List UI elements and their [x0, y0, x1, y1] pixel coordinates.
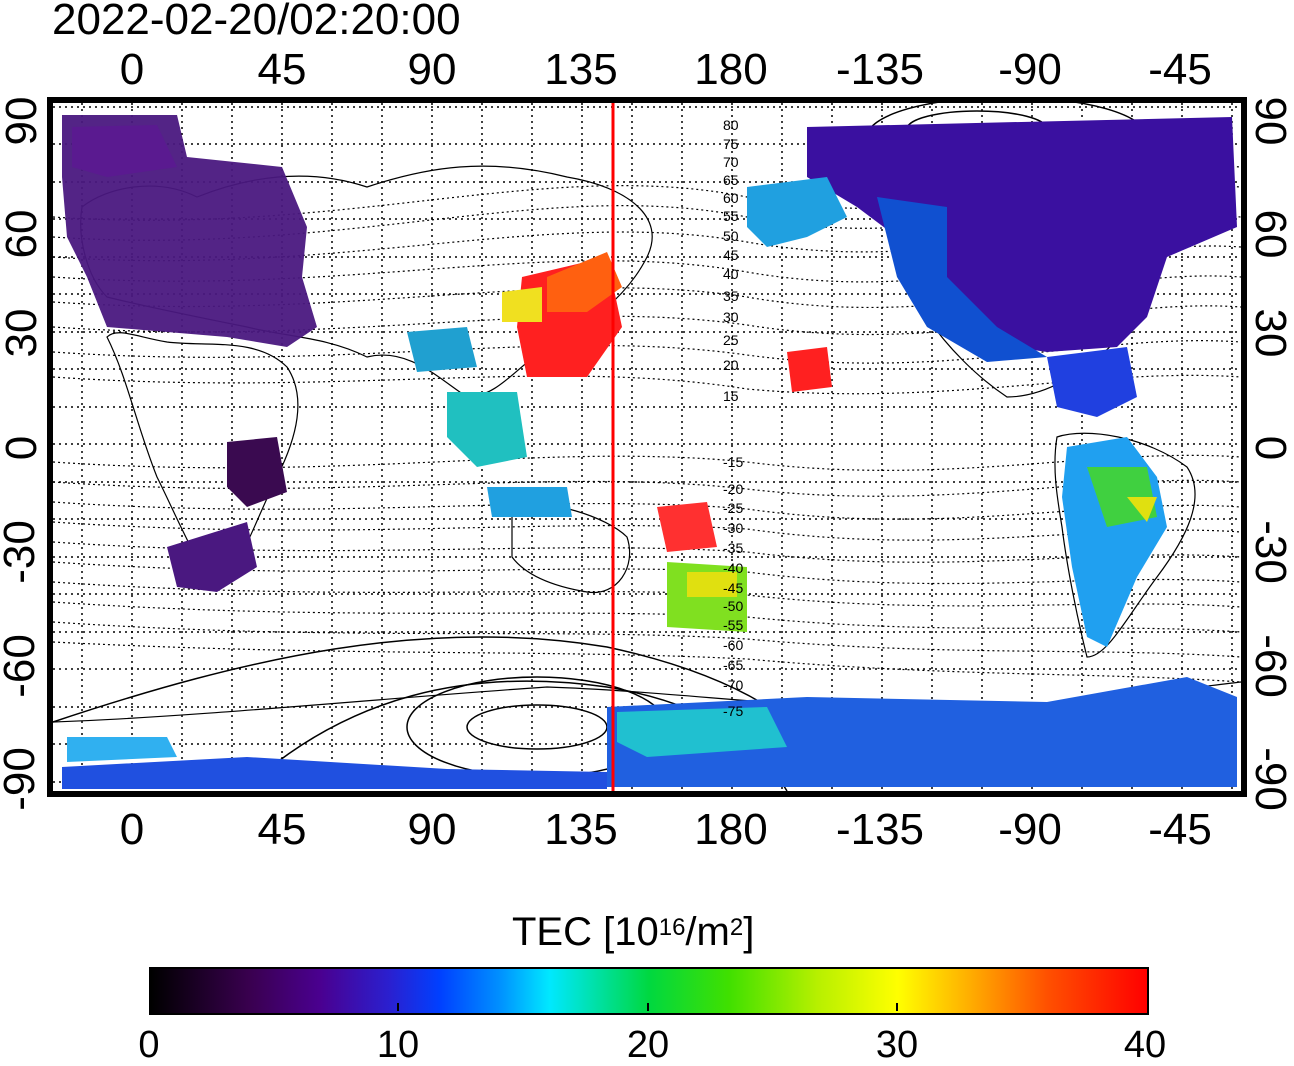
lat-tick-right-label: -90	[1246, 747, 1294, 811]
colorbar-tick	[397, 1003, 399, 1011]
timestamp-title: 2022-02-20/02:20:00	[52, 0, 461, 44]
mag-lat-label: -55	[723, 617, 743, 633]
colorbar-tick-label: 10	[376, 1024, 420, 1066]
colorbar-tick-label: 20	[626, 1024, 670, 1066]
lon-tick-top-label: 90	[407, 45, 457, 94]
mag-lat-label: 75	[723, 136, 739, 152]
mag-lat-label: -60	[723, 637, 743, 653]
mag-lat-label: 40	[723, 266, 739, 282]
mag-lat-label: 60	[723, 190, 739, 206]
colorbar-tick-label: 0	[138, 1024, 160, 1066]
lat-tick-right-label: 60	[1246, 209, 1294, 259]
lon-tick-top-label: -45	[1148, 45, 1212, 94]
lat-tick-left-label: 60	[0, 209, 46, 259]
left-scale-bar	[47, 97, 53, 797]
mag-lat-label: -50	[723, 598, 743, 614]
colorbar-title: TEC [1016/m2]	[512, 910, 754, 954]
lon-tick-top-label: 135	[544, 45, 618, 94]
lat-tick-left-label: -90	[0, 747, 44, 811]
right-scale-bar	[1241, 97, 1247, 797]
mag-lat-label: -45	[723, 580, 743, 596]
mag-lat-label: -75	[723, 703, 743, 719]
lat-tick-left-label: 0	[0, 435, 46, 461]
colorbar-tick-label: 30	[875, 1024, 919, 1066]
lon-tick-bottom-label: 0	[119, 805, 145, 854]
mag-lat-labels: 80 75 70 65 60 55 50 45 40 35 30 25 20 1…	[723, 117, 743, 719]
mag-lat-label: 15	[723, 388, 739, 404]
lat-tick-left-label: 90	[0, 96, 46, 146]
colorbar-title-suffix: ]	[743, 910, 755, 954]
tec-data-patches	[62, 115, 1237, 789]
mag-lat-label: 35	[723, 288, 739, 304]
lon-tick-bottom-label: -90	[998, 805, 1062, 854]
lat-tick-right-label: 0	[1246, 435, 1294, 461]
lon-tick-top-label: 45	[257, 45, 307, 94]
lon-tick-bottom-label: 180	[694, 805, 768, 854]
mag-lat-label: -40	[723, 560, 743, 576]
mag-lat-label: -70	[723, 677, 743, 693]
lon-tick-top-label: 0	[119, 45, 145, 94]
lat-tick-right-label: 30	[1246, 308, 1294, 358]
lat-tick-right-label: -30	[1246, 520, 1294, 584]
lon-tick-bottom-label: -45	[1148, 805, 1212, 854]
mag-lat-label: 50	[723, 228, 739, 244]
colorbar-tick	[896, 1003, 898, 1011]
mag-lat-label: -30	[723, 520, 743, 536]
mag-lat-label: -25	[723, 500, 743, 516]
mag-lat-label: 20	[723, 357, 739, 373]
mag-lat-label: 70	[723, 154, 739, 170]
colorbar-tick-label: 40	[1123, 1024, 1167, 1066]
mag-lat-label: -20	[723, 481, 743, 497]
lat-tick-right-label: 90	[1246, 96, 1294, 146]
mag-lat-label: 65	[723, 172, 739, 188]
lat-tick-left-label: 30	[0, 308, 46, 358]
lon-tick-top-label: -135	[835, 45, 925, 94]
tec-colorbar	[149, 967, 1149, 1015]
colorbar-title-prefix: TEC [10	[512, 910, 659, 954]
lon-tick-bottom-label: 45	[257, 805, 307, 854]
mag-lat-label: 55	[723, 208, 739, 224]
mag-lat-label: 25	[723, 332, 739, 348]
mag-lat-label: 80	[723, 117, 739, 133]
lon-tick-bottom-label: 90	[407, 805, 457, 854]
lon-tick-bottom-label: -135	[835, 805, 925, 854]
lon-tick-top-label: 180	[694, 45, 768, 94]
mag-lat-label: -65	[723, 657, 743, 673]
lon-tick-top-label: -90	[998, 45, 1062, 94]
bottom-scale-bar	[47, 791, 1247, 797]
mag-lat-label: 30	[723, 309, 739, 325]
mag-lat-label: -35	[723, 540, 743, 556]
colorbar-title-exponent2: 2	[729, 914, 744, 941]
colorbar-title-exponent: 16	[658, 914, 686, 941]
mag-lat-label: 45	[723, 247, 739, 263]
tec-world-map: 80 75 70 65 60 55 50 45 40 35 30 25 20 1…	[47, 97, 1247, 797]
colorbar-tick	[647, 1003, 649, 1011]
lat-tick-left-label: -60	[0, 634, 44, 698]
lat-tick-right-label: -60	[1246, 634, 1294, 698]
lat-tick-left-label: -30	[0, 520, 44, 584]
lon-tick-bottom-label: 135	[544, 805, 618, 854]
mag-lat-label: -15	[723, 454, 743, 470]
top-scale-bar	[47, 97, 1247, 103]
colorbar-title-mid: /m	[685, 910, 730, 954]
